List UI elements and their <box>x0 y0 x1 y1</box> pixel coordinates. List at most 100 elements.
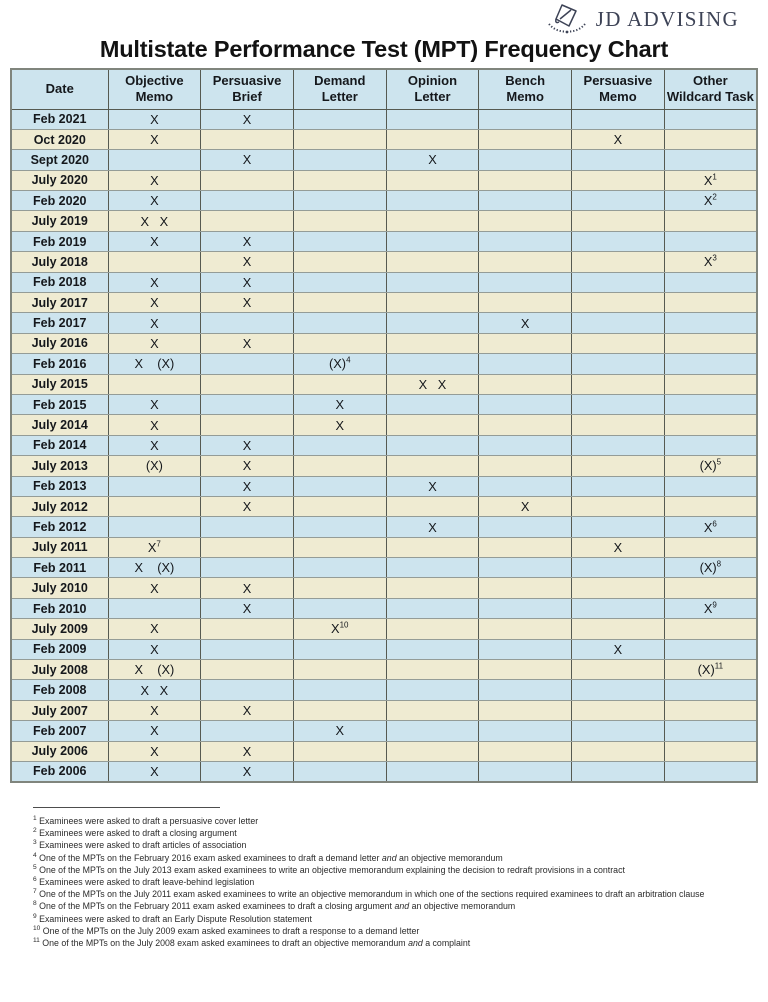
mark-cell: X <box>478 495 573 518</box>
table-row: Feb 2007 X X <box>10 720 758 742</box>
mark-cell <box>571 149 665 171</box>
mark-cell <box>107 475 202 497</box>
mark-cell <box>478 720 573 742</box>
mark-cell: X (X) <box>107 353 202 375</box>
table-row: July 2019 X X <box>10 210 758 232</box>
mark-cell <box>478 414 573 436</box>
mark-cell: X <box>107 720 202 742</box>
mark-cell <box>385 495 480 518</box>
mark-cell <box>107 373 202 395</box>
date-cell: Oct 2020 <box>10 128 109 151</box>
mark-cell <box>385 679 480 701</box>
mark-cell: X2 <box>663 190 758 212</box>
table-row: July 2020 X X1 <box>10 169 758 192</box>
mark-cell <box>292 230 387 253</box>
mark-cell: X <box>385 475 480 497</box>
mark-cell <box>385 108 480 130</box>
mark-cell <box>478 577 573 599</box>
mark-cell <box>663 740 758 763</box>
table-row: July 2017 X X <box>10 292 758 314</box>
mark-cell <box>571 659 665 681</box>
date-cell: Feb 2009 <box>10 638 109 661</box>
date-cell: July 2010 <box>10 577 109 599</box>
date-cell: Feb 2006 <box>10 760 109 783</box>
mark-cell <box>571 495 665 518</box>
mark-cell <box>663 210 758 232</box>
mark-cell: X7 <box>107 536 202 559</box>
date-cell: Feb 2015 <box>10 393 109 416</box>
mark-cell <box>571 251 665 273</box>
footnote-item-3: 3 Examinees were asked to draft articles… <box>33 839 247 851</box>
mark-cell <box>571 699 665 722</box>
mark-cell: X <box>107 190 202 212</box>
footnote-item-2: 2 Examinees were asked to draft a closin… <box>33 827 237 839</box>
mark-cell <box>478 332 573 355</box>
date-cell: Feb 2021 <box>10 108 109 130</box>
mark-cell <box>478 190 573 212</box>
mark-cell: X3 <box>663 251 758 273</box>
mark-cell <box>200 557 294 579</box>
mark-cell <box>571 332 665 355</box>
mark-cell <box>200 353 294 375</box>
table-row: July 2006 X X <box>10 740 758 763</box>
mark-cell: X <box>107 393 202 416</box>
mark-cell: X <box>200 475 294 497</box>
mark-cell: X <box>107 312 202 334</box>
mark-cell <box>478 740 573 763</box>
mark-cell <box>385 659 480 681</box>
date-cell: Feb 2010 <box>10 597 109 620</box>
mark-cell <box>292 332 387 355</box>
mark-cell: X <box>107 292 202 314</box>
mark-cell <box>292 536 387 559</box>
mark-cell <box>571 373 665 395</box>
table-row: Feb 2008 X X <box>10 679 758 701</box>
mark-cell <box>385 455 480 477</box>
date-cell: Feb 2020 <box>10 190 109 212</box>
mark-cell <box>385 557 480 579</box>
mark-cell <box>292 577 387 599</box>
footnote-item-11: 11 One of the MPTs on the July 2008 exam… <box>33 937 471 948</box>
mark-cell <box>292 659 387 681</box>
date-cell: Feb 2019 <box>10 230 109 253</box>
table-header-row: Date Objective Memo Persuasive Brief Demand… <box>10 68 758 110</box>
mark-cell <box>571 210 665 232</box>
mark-cell: X <box>200 760 294 783</box>
mark-cell <box>200 190 294 212</box>
mark-cell <box>571 557 665 579</box>
mark-cell <box>107 251 202 273</box>
mark-cell <box>663 679 758 701</box>
mark-cell <box>478 760 573 783</box>
table-row: Feb 2009 X X <box>10 638 758 661</box>
mark-cell <box>200 373 294 395</box>
date-cell: July 2006 <box>10 740 109 763</box>
footnote-item-10: 10 One of the MPTs on the July 2009 exam… <box>33 924 420 936</box>
table-row: July 2015 X X <box>10 373 758 395</box>
mark-cell <box>292 292 387 314</box>
column-header-5: Bench Memo <box>478 68 573 110</box>
mark-cell <box>107 495 202 518</box>
date-cell: Feb 2007 <box>10 720 109 742</box>
mark-cell <box>478 271 573 294</box>
date-cell: Feb 2014 <box>10 434 109 457</box>
mark-cell <box>571 108 665 130</box>
mark-cell: X <box>107 414 202 436</box>
mark-cell <box>663 638 758 661</box>
mark-cell: X <box>571 638 665 661</box>
mark-cell: X <box>571 128 665 151</box>
mark-cell <box>200 169 294 192</box>
mark-cell <box>571 577 665 599</box>
table-row: Feb 2016 X (X) (X)4 <box>10 353 758 375</box>
mark-cell: X <box>200 740 294 763</box>
mark-cell <box>385 699 480 722</box>
column-header-6: Persuasive Memo <box>571 68 665 110</box>
mark-cell: X <box>571 536 665 559</box>
table-row: July 2014 X X <box>10 414 758 436</box>
mark-cell: X6 <box>663 516 758 538</box>
date-cell: July 2012 <box>10 495 109 518</box>
mark-cell <box>663 108 758 130</box>
mark-cell: X <box>200 577 294 599</box>
mark-cell <box>292 516 387 538</box>
date-cell: July 2020 <box>10 169 109 192</box>
mark-cell <box>200 414 294 436</box>
